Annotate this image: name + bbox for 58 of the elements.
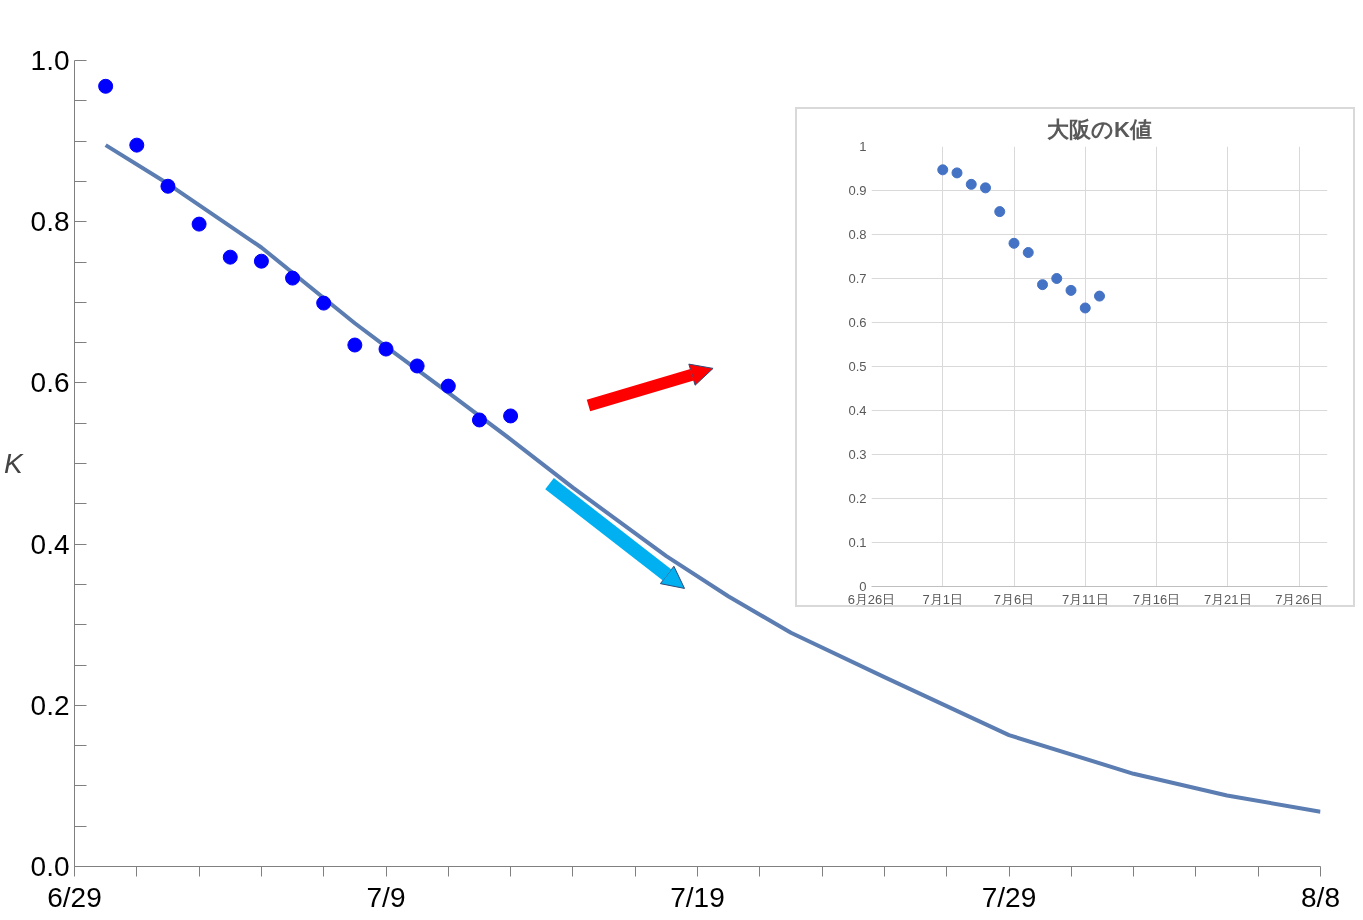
y-tick-label: 0.2: [848, 491, 867, 506]
point: [409, 358, 425, 374]
y-tick-label: 0.1: [848, 535, 867, 550]
point: [378, 341, 394, 357]
x-tick-label: 7/29: [981, 881, 1037, 913]
y-tick-label: 0.2: [30, 689, 70, 721]
point: [503, 408, 519, 424]
x-tick-label: 8/8: [1301, 881, 1340, 913]
point: [951, 167, 963, 179]
y-tick-label: 0.9: [848, 183, 867, 198]
y-tick-label: 1.0: [30, 45, 70, 76]
x-tick-label: 7月21日: [1203, 591, 1252, 607]
point: [316, 295, 332, 311]
y-tick-label: 0.8: [848, 227, 867, 242]
x-tick-label: 7/9: [366, 881, 406, 913]
point: [471, 412, 487, 428]
y-axis-title: K: [3, 448, 24, 479]
x-tick-label: 6月26日: [847, 591, 896, 607]
x-tick-label: 7月11日: [1061, 591, 1109, 607]
point: [222, 249, 238, 265]
x-tick-label: 7月26日: [1275, 591, 1323, 607]
y-tick-label: 0.6: [848, 315, 867, 330]
point: [253, 253, 269, 269]
point: [98, 78, 114, 94]
y-tick-label: 0.6: [30, 367, 70, 399]
x-tick-label: 7月16日: [1132, 591, 1181, 607]
x-tick-label: 7月1日: [922, 591, 963, 607]
point: [1079, 302, 1091, 314]
point: [1008, 237, 1020, 249]
point: [965, 178, 977, 190]
point: [285, 270, 301, 286]
point: [347, 337, 363, 353]
point: [1065, 284, 1077, 296]
point: [1037, 279, 1048, 291]
point: [160, 178, 176, 194]
y-tick-label: 0.4: [848, 403, 867, 418]
point: [129, 137, 145, 153]
x-tick-label: 7/19: [670, 881, 725, 913]
y-tick-label: 1: [859, 139, 867, 154]
y-tick-label: 0.7: [848, 271, 867, 286]
point: [980, 182, 991, 194]
point: [994, 206, 1006, 218]
point: [937, 164, 949, 176]
point: [440, 378, 456, 394]
chart-title: 大阪のK値: [1047, 116, 1152, 142]
line-series: [103, 143, 1321, 814]
point: [1094, 290, 1105, 302]
y-tick-label: 0.0: [30, 851, 70, 882]
y-tick-label: 0.3: [848, 447, 867, 462]
point: [1022, 247, 1034, 259]
point: [191, 216, 207, 232]
y-tick-label: 0: [859, 579, 867, 594]
y-tick-label: 0.4: [30, 528, 70, 560]
x-tick-label: 7月6日: [993, 591, 1035, 607]
y-tick-label: 0.5: [848, 359, 867, 374]
x-tick-label: 6/29: [47, 881, 102, 913]
point: [1051, 273, 1063, 284]
y-tick-label: 0.8: [30, 206, 70, 238]
